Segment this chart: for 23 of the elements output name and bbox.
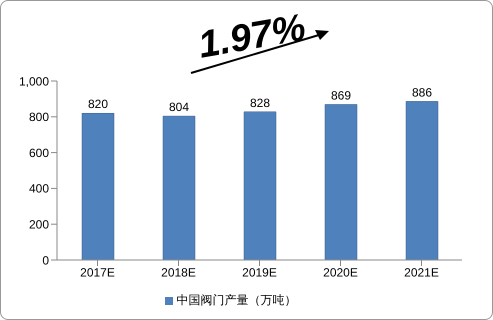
x-tick-label: 2018E: [161, 266, 196, 280]
bar: [244, 112, 276, 260]
bar: [82, 112, 114, 260]
data-label: 869: [330, 88, 352, 102]
y-tick-label: 600: [28, 146, 50, 160]
text: 1.97%: [195, 6, 309, 68]
x-tick-label: 2021E: [404, 266, 439, 280]
y-tick-label: 400: [28, 182, 50, 196]
x-tick-label: 2020E: [323, 266, 358, 280]
bar: [324, 104, 358, 260]
data-label: 804: [168, 100, 190, 114]
legend-label: 中国阀门产量（万吨）: [176, 293, 296, 307]
bar: [162, 116, 196, 260]
x-tick-label: 2019E: [242, 266, 277, 280]
data-label: 886: [412, 85, 432, 100]
data-label: 828: [250, 96, 270, 110]
bar: [406, 101, 438, 260]
x-tick-label: 2017E: [80, 266, 115, 280]
y-tick-label: 1,000: [18, 74, 50, 88]
y-tick-label: 800: [28, 110, 50, 124]
y-tick-label: 0: [42, 253, 50, 268]
data-label: 820: [88, 97, 108, 112]
y-tick-label: 200: [28, 217, 50, 232]
